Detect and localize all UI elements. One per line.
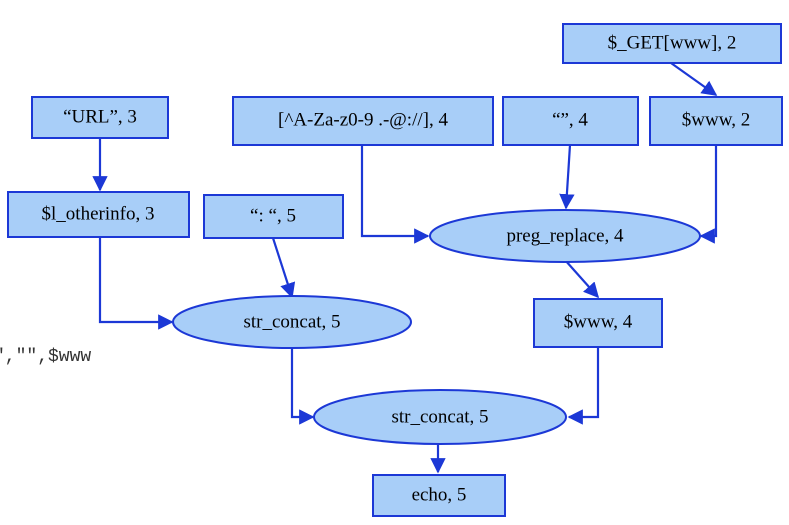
node-www-4-label: $www, 4 [564, 311, 633, 332]
edge-regex-to-preg [360, 145, 430, 244]
node-url-label: “URL”, 3 [63, 106, 137, 127]
node-get-www-label: $_GET[www], 2 [608, 32, 737, 53]
edge-empty-to-preg [559, 144, 575, 210]
node-echo-label: echo, 5 [412, 484, 467, 505]
node-www-2: $www, 2 [649, 96, 783, 146]
node-www-2-label: $www, 2 [682, 109, 750, 130]
node-preg-replace-label: preg_replace, 4 [506, 225, 624, 246]
node-str-concat-2-label: str_concat, 5 [391, 406, 488, 427]
node-colon-string-label: “: “, 5 [250, 205, 296, 226]
node-url: “URL”, 3 [31, 96, 169, 139]
edge-lotherinfo-to-concat1 [98, 237, 174, 330]
node-get-www: $_GET[www], 2 [562, 23, 782, 64]
node-colon-string: “: “, 5 [203, 194, 344, 239]
node-echo: echo, 5 [372, 474, 506, 517]
node-empty-string-label: “”, 4 [552, 109, 588, 130]
edge-colon-to-concat1 [271, 237, 296, 299]
node-str-concat-1-label: str_concat, 5 [243, 311, 340, 332]
node-regex: [^A-Za-z0-9 .-@://], 4 [232, 96, 494, 146]
edge-get-to-www2 [670, 62, 718, 96]
node-l-otherinfo: $l_otherinfo, 3 [7, 191, 190, 238]
edge-preg-to-www4 [564, 259, 600, 299]
node-str-concat-2: str_concat, 5 [313, 389, 567, 445]
edge-www4-to-concat2 [567, 347, 600, 425]
edges [92, 62, 718, 474]
node-www-4: $www, 4 [533, 298, 663, 348]
node-preg-replace: preg_replace, 4 [429, 209, 701, 263]
edge-concat1-to-concat2 [290, 348, 315, 425]
edge-www2-to-preg [699, 145, 718, 244]
node-empty-string: “”, 4 [502, 96, 639, 146]
node-str-concat-1: str_concat, 5 [172, 295, 412, 349]
code-fragment: ","",$www [0, 347, 91, 367]
node-regex-label: [^A-Za-z0-9 .-@://], 4 [278, 109, 448, 130]
node-l-otherinfo-label: $l_otherinfo, 3 [42, 203, 155, 224]
